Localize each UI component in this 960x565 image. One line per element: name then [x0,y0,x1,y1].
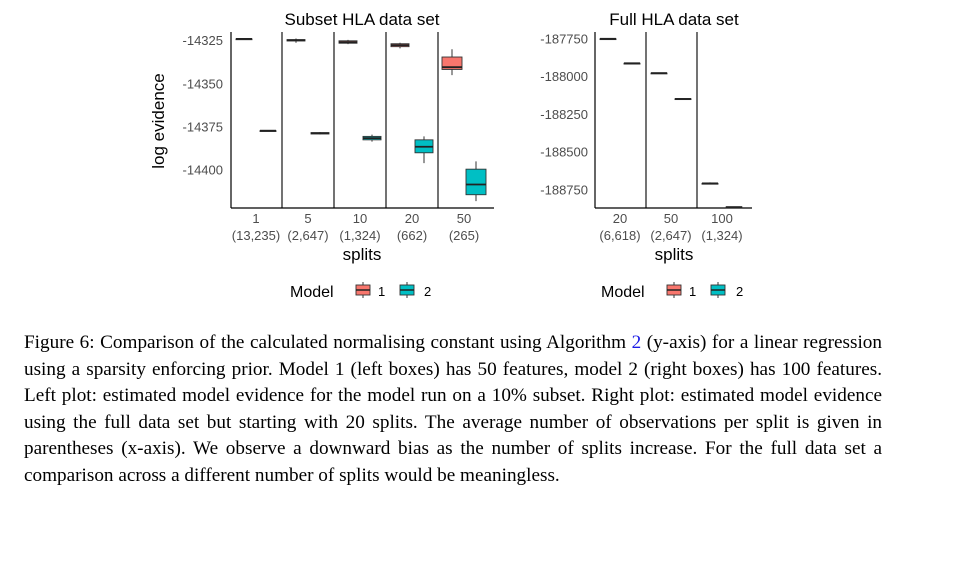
left-legend-key-model-2 [399,282,415,298]
left-box-model-1 [441,49,463,76]
left-x-tick-label: 1 [252,211,259,226]
left-x-tick-obs-label: (662) [397,228,427,243]
left-x-tick-label: 50 [457,211,471,226]
right-x-tick-label: 100 [711,211,733,226]
left-panel: Subset HLA data set -14325-14350-14375-1… [149,10,494,264]
algorithm-reference-link[interactable]: 2 [631,332,642,353]
right-box-model-2 [674,98,692,101]
right-y-tick-label: -187750 [540,31,588,46]
left-x-tick-label: 10 [353,211,367,226]
left-y-tick-label: -14350 [183,76,223,91]
right-y-tick-label: -188000 [540,69,588,84]
right-legend-key-model-2 [710,282,726,298]
left-legend-label-model-1: 1 [378,284,385,299]
left-x-tick-obs-label: (2,647) [287,228,328,243]
right-plot-area: -187750 -188000 -188250 -188500 -188750 20 (6,… [540,31,752,243]
right-box-model-1 [650,72,668,75]
right-x-tick-obs-label: (2,647) [650,228,691,243]
right-y-tick-label: -188250 [540,107,588,122]
left-x-axis-label: splits [343,245,382,264]
right-legend-key-model-1 [666,282,682,298]
right-y-tick-label: -188500 [540,145,588,160]
right-x-tick-obs-label: (6,618) [599,228,640,243]
right-x-tick-label: 50 [664,211,678,226]
right-x-tick-obs-label: (1,324) [701,228,742,243]
left-box-model-2 [465,161,487,202]
right-box-model-1 [701,182,719,185]
right-x-axis-label: splits [655,245,694,264]
left-box-model-2 [259,129,277,132]
box-body [465,168,487,196]
left-y-tick-label: -14325 [183,33,223,48]
left-box-model-1 [286,38,306,43]
left-plot-area: -14325 -14350 -14375 -14400 1 (13,235) 5 (2,647… [183,32,494,243]
left-y-tick-label: -14375 [183,119,223,134]
left-legend-label-model-2: 2 [424,284,431,299]
right-box-model-2 [623,62,641,65]
left-box-model-2 [414,136,434,164]
left-box-model-2 [362,134,382,142]
left-x-tick-obs-label: (265) [449,228,479,243]
right-legend-label-model-1: 1 [689,284,696,299]
figure-caption: Figure 6: Comparison of the calculated n… [24,330,882,489]
left-legend-title: Model [290,284,334,301]
left-y-tick-label: -14400 [183,163,223,178]
left-box-model-2 [310,132,330,135]
left-x-tick-label: 5 [304,211,311,226]
right-legend: Model 1 2 [601,282,743,301]
left-x-tick-obs-label: (13,235) [232,228,280,243]
right-legend-title: Model [601,284,645,301]
left-legend: Model 1 2 [290,282,431,301]
right-x-tick-label: 20 [613,211,627,226]
right-y-tick-label: -188750 [540,182,588,197]
right-legend-label-model-2: 2 [736,284,743,299]
left-box-model-1 [338,39,358,45]
left-box-model-1 [235,38,253,41]
right-box-model-1 [599,37,617,41]
figure: Subset HLA data set -14325-14350-14375-1… [149,10,752,301]
caption-label: Figure 6: [24,332,95,353]
right-panel: Full HLA data set -187750-188000-188250-… [540,10,752,264]
left-y-axis-label: log evidence [149,73,168,168]
left-chart-title: Subset HLA data set [285,10,440,29]
caption-text-after-ref: (y-axis) for a linear regression using a… [24,332,882,486]
right-box-model-2 [725,206,743,209]
caption-text-before-ref: Comparison of the calculated normalising… [100,332,627,353]
right-chart-title: Full HLA data set [609,10,739,29]
left-x-tick-label: 20 [405,211,419,226]
left-x-tick-obs-label: (1,324) [339,228,380,243]
left-box-model-1 [390,42,410,49]
left-legend-key-model-1 [355,282,371,298]
